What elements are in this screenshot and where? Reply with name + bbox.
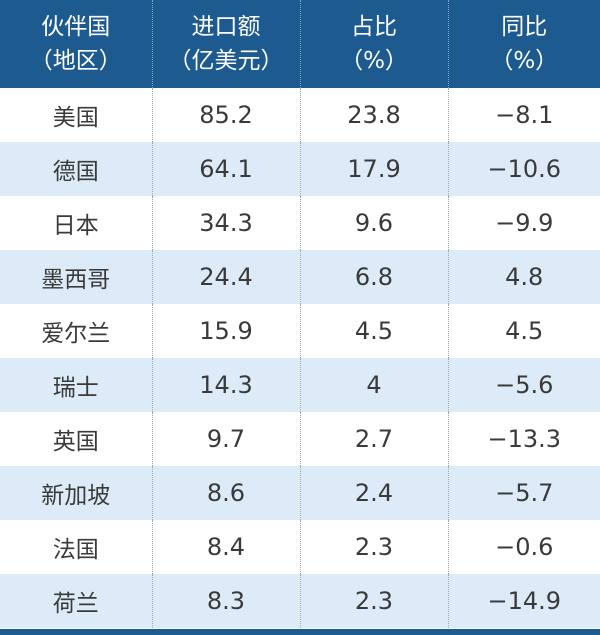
cell-share: 4 [300,358,449,412]
table-header: 伙伴国 （地区） 进口额 （亿美元） 占比 （%） 同比 （%） [0,0,600,88]
header-import: 进口额 （亿美元） [152,0,301,88]
cell-partner: 美国 [0,88,153,142]
table-row: 法国 8.4 2.3 −0.6 [0,520,600,574]
cell-share: 4.5 [300,304,449,358]
header-yoy: 同比 （%） [448,0,600,88]
cell-yoy: −0.6 [495,533,554,561]
cell-import: 9.7 [152,412,301,466]
cell-partner: 德国 [0,142,153,196]
cell-share: 9.6 [300,196,449,250]
header-partner-line1: 伙伴国 [41,14,111,40]
cell-partner: 日本 [0,196,153,250]
cell-yoy: −5.7 [495,479,554,507]
table-row: 新加坡 8.6 2.4 −5.7 [0,466,600,520]
table-row: 美国 85.2 23.8 −8.1 [0,88,600,142]
cell-partner: 爱尔兰 [0,304,153,358]
cell-import: 85.2 [152,88,301,142]
cell-yoy: −8.1 [495,101,554,129]
cell-partner: 墨西哥 [0,250,153,304]
bottom-rule [0,629,600,635]
header-partner: 伙伴国 （地区） [0,0,153,88]
cell-share: 2.3 [300,520,449,574]
header-import-line1: 进口额 [191,14,261,40]
cell-import: 15.9 [152,304,301,358]
cell-import: 24.4 [152,250,301,304]
header-share-line1: 占比 [351,14,397,40]
header-yoy-line2: （%） [490,48,559,74]
cell-share: 6.8 [300,250,449,304]
cell-share: 23.8 [300,88,449,142]
cell-yoy: −13.3 [487,425,562,453]
table-row: 英国 9.7 2.7 −13.3 [0,412,600,466]
header-row: 伙伴国 （地区） 进口额 （亿美元） 占比 （%） 同比 （%） [0,0,600,88]
cell-partner: 瑞士 [0,358,153,412]
cell-yoy: −5.6 [495,371,554,399]
cell-yoy: −9.9 [495,209,554,237]
cell-import: 8.6 [152,466,301,520]
cell-yoy: 4.8 [505,263,544,291]
cell-partner: 荷兰 [0,574,153,628]
table-row: 德国 64.1 17.9 −10.6 [0,142,600,196]
cell-share: 17.9 [300,142,449,196]
header-yoy-line1: 同比 [501,14,548,40]
table-row: 瑞士 14.3 4 −5.6 [0,358,600,412]
table-row: 墨西哥 24.4 6.8 4.8 [0,250,600,304]
table-row: 爱尔兰 15.9 4.5 4.5 [0,304,600,358]
table-body: 美国 85.2 23.8 −8.1 德国 64.1 17.9 −10.6 日本 … [0,88,600,628]
cell-yoy: −10.6 [487,155,562,183]
cell-import: 64.1 [152,142,301,196]
cell-partner: 英国 [0,412,153,466]
cell-partner: 新加坡 [0,466,153,520]
table-row: 荷兰 8.3 2.3 −14.9 [0,574,600,628]
cell-import: 34.3 [152,196,301,250]
cell-yoy: 4.5 [505,317,544,345]
header-import-line2: （亿美元） [168,48,284,74]
cell-import: 8.4 [152,520,301,574]
header-share: 占比 （%） [300,0,449,88]
cell-import: 14.3 [152,358,301,412]
header-share-line2: （%） [340,48,408,74]
cell-partner: 法国 [0,520,153,574]
cell-yoy: −14.9 [487,587,562,615]
cell-import: 8.3 [152,574,301,628]
table-row: 日本 34.3 9.6 −9.9 [0,196,600,250]
cell-share: 2.7 [300,412,449,466]
header-partner-line2: （地区） [29,48,122,74]
cell-share: 2.3 [300,574,449,628]
cell-share: 2.4 [300,466,449,520]
